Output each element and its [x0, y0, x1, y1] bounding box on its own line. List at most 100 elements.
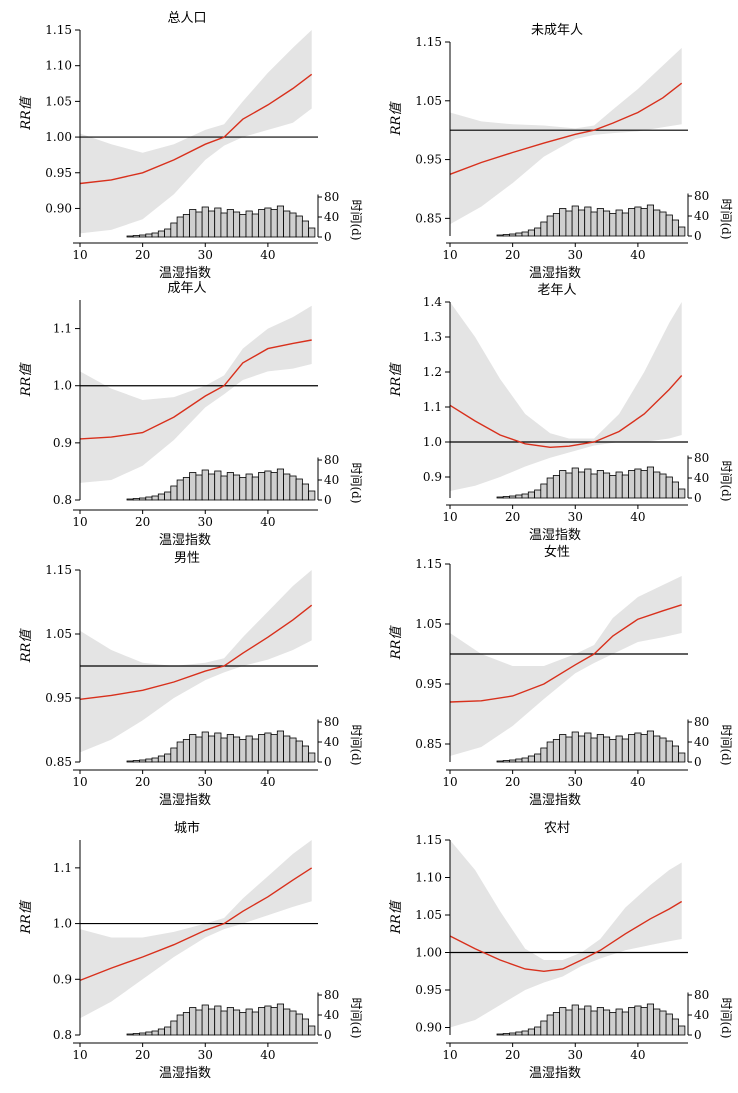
histogram-bar — [126, 498, 134, 501]
y2-tick-label: 0 — [324, 755, 332, 769]
histogram-bar — [295, 478, 303, 501]
histogram-bar — [496, 760, 504, 763]
histogram-bar — [603, 736, 611, 763]
y2-tick-label: 40 — [324, 735, 339, 749]
y-tick-label: 0.95 — [415, 983, 442, 997]
histogram-bar — [509, 759, 517, 763]
histogram-bar — [578, 1008, 586, 1036]
y-tick-label: 0.85 — [45, 755, 72, 769]
x-tick-label: 20 — [135, 1048, 150, 1062]
histogram-bar — [653, 471, 661, 499]
histogram-bar — [182, 214, 191, 238]
x-axis-label: 温湿指数 — [159, 533, 211, 548]
chart-panel-6: 0.85 0.95 1.05 1.15 10 20 30 40 80 40 0 时间(d) 女性温湿指数… — [389, 544, 733, 808]
x-tick-label: 20 — [505, 248, 520, 262]
histogram-bar — [665, 740, 673, 763]
histogram-bar — [251, 476, 259, 501]
x-axis-label: 温湿指数 — [529, 528, 581, 543]
histogram-bar — [671, 745, 679, 763]
histogram-bar — [201, 1004, 209, 1036]
histogram-bar — [164, 1026, 172, 1036]
y2-tick-label: 0 — [694, 491, 702, 505]
histogram-bar — [596, 734, 604, 763]
histogram-bar — [201, 206, 209, 238]
histogram-bar — [276, 1003, 284, 1036]
histogram-bar — [559, 208, 567, 237]
y2-tick-label: 40 — [324, 210, 339, 224]
chart-panel-2: 0.85 0.95 1.05 1.15 10 20 30 40 80 40 0 时间(d) 未成年人温湿… — [389, 23, 733, 281]
histogram-bar — [239, 214, 247, 238]
histogram-bar — [584, 1005, 592, 1036]
x-tick-label: 40 — [630, 248, 645, 262]
histogram-bar — [176, 1014, 184, 1036]
histogram-bar — [552, 739, 560, 763]
histogram-bar — [496, 496, 504, 499]
histogram-bar — [621, 1011, 629, 1036]
histogram-bar — [245, 1008, 253, 1036]
histogram-bar — [264, 1005, 272, 1036]
histogram-bar — [207, 210, 216, 238]
histogram-bar — [509, 233, 517, 237]
y-axis-label: RR值 — [389, 101, 404, 137]
y-tick-label: 1.05 — [415, 908, 442, 922]
histogram-bar — [634, 1005, 642, 1036]
x-axis-label: 温湿指数 — [159, 1066, 211, 1081]
y-tick-label: 1.1 — [53, 322, 72, 336]
x-tick-label: 30 — [198, 1048, 213, 1062]
histogram-bar — [628, 208, 636, 237]
histogram-bar — [552, 475, 560, 499]
histogram-bar — [151, 1030, 159, 1036]
y2-axis-label: 时间(d) — [349, 462, 363, 503]
histogram-bar — [201, 731, 209, 763]
histogram-bar — [546, 1014, 554, 1036]
histogram-bar — [295, 740, 303, 763]
histogram-bar — [646, 204, 654, 237]
y-axis-label: RR值 — [19, 362, 34, 398]
histogram-bar — [571, 467, 579, 499]
histogram-bar — [176, 741, 184, 763]
y-tick-label: 1.4 — [423, 295, 442, 309]
histogram-bar — [195, 736, 203, 763]
histogram-bar — [301, 1018, 309, 1036]
histogram-bar — [239, 739, 247, 763]
histogram-bar — [546, 741, 554, 763]
histogram-bar — [521, 231, 529, 237]
y-tick-label: 0.95 — [45, 691, 72, 705]
histogram-bar — [226, 209, 234, 238]
histogram-bar — [527, 229, 535, 237]
y-tick-label: 0.85 — [415, 211, 442, 225]
y2-axis-label: 时间(d) — [349, 724, 363, 765]
histogram-bar — [559, 470, 567, 499]
histogram-bar — [308, 490, 316, 501]
histogram-bar — [621, 738, 629, 763]
y-tick-label: 0.9 — [423, 470, 442, 484]
x-tick-label: 20 — [505, 775, 520, 789]
y-axis-label: RR值 — [19, 628, 34, 664]
histogram-bar — [301, 745, 309, 763]
histogram-bar — [220, 212, 228, 238]
histogram-bar — [502, 1033, 510, 1036]
histogram-bar — [615, 735, 623, 763]
histogram-bar — [189, 734, 197, 763]
histogram-bar — [151, 757, 159, 763]
histogram-bar — [139, 1032, 147, 1036]
histogram-bar — [232, 211, 241, 238]
histogram-bar — [232, 474, 241, 501]
y-tick-label: 1.3 — [423, 330, 442, 344]
y2-tick-label: 40 — [324, 1008, 339, 1022]
histogram-bar — [308, 227, 316, 238]
y2-tick-label: 80 — [694, 988, 709, 1002]
panel-title: 成年人 — [167, 281, 206, 296]
histogram-bar — [245, 735, 253, 763]
x-tick-label: 40 — [260, 1048, 275, 1062]
histogram-bar — [258, 209, 266, 238]
y2-tick-label: 0 — [324, 230, 332, 244]
histogram-bar — [540, 747, 548, 763]
y-tick-label: 1.15 — [415, 35, 442, 49]
panel-title: 未成年人 — [531, 23, 583, 38]
y-axis-label: RR值 — [389, 625, 404, 661]
histogram-bar — [584, 468, 592, 499]
histogram-bar — [571, 731, 579, 763]
histogram-bar — [665, 476, 673, 499]
y-tick-label: 1.0 — [53, 917, 72, 931]
